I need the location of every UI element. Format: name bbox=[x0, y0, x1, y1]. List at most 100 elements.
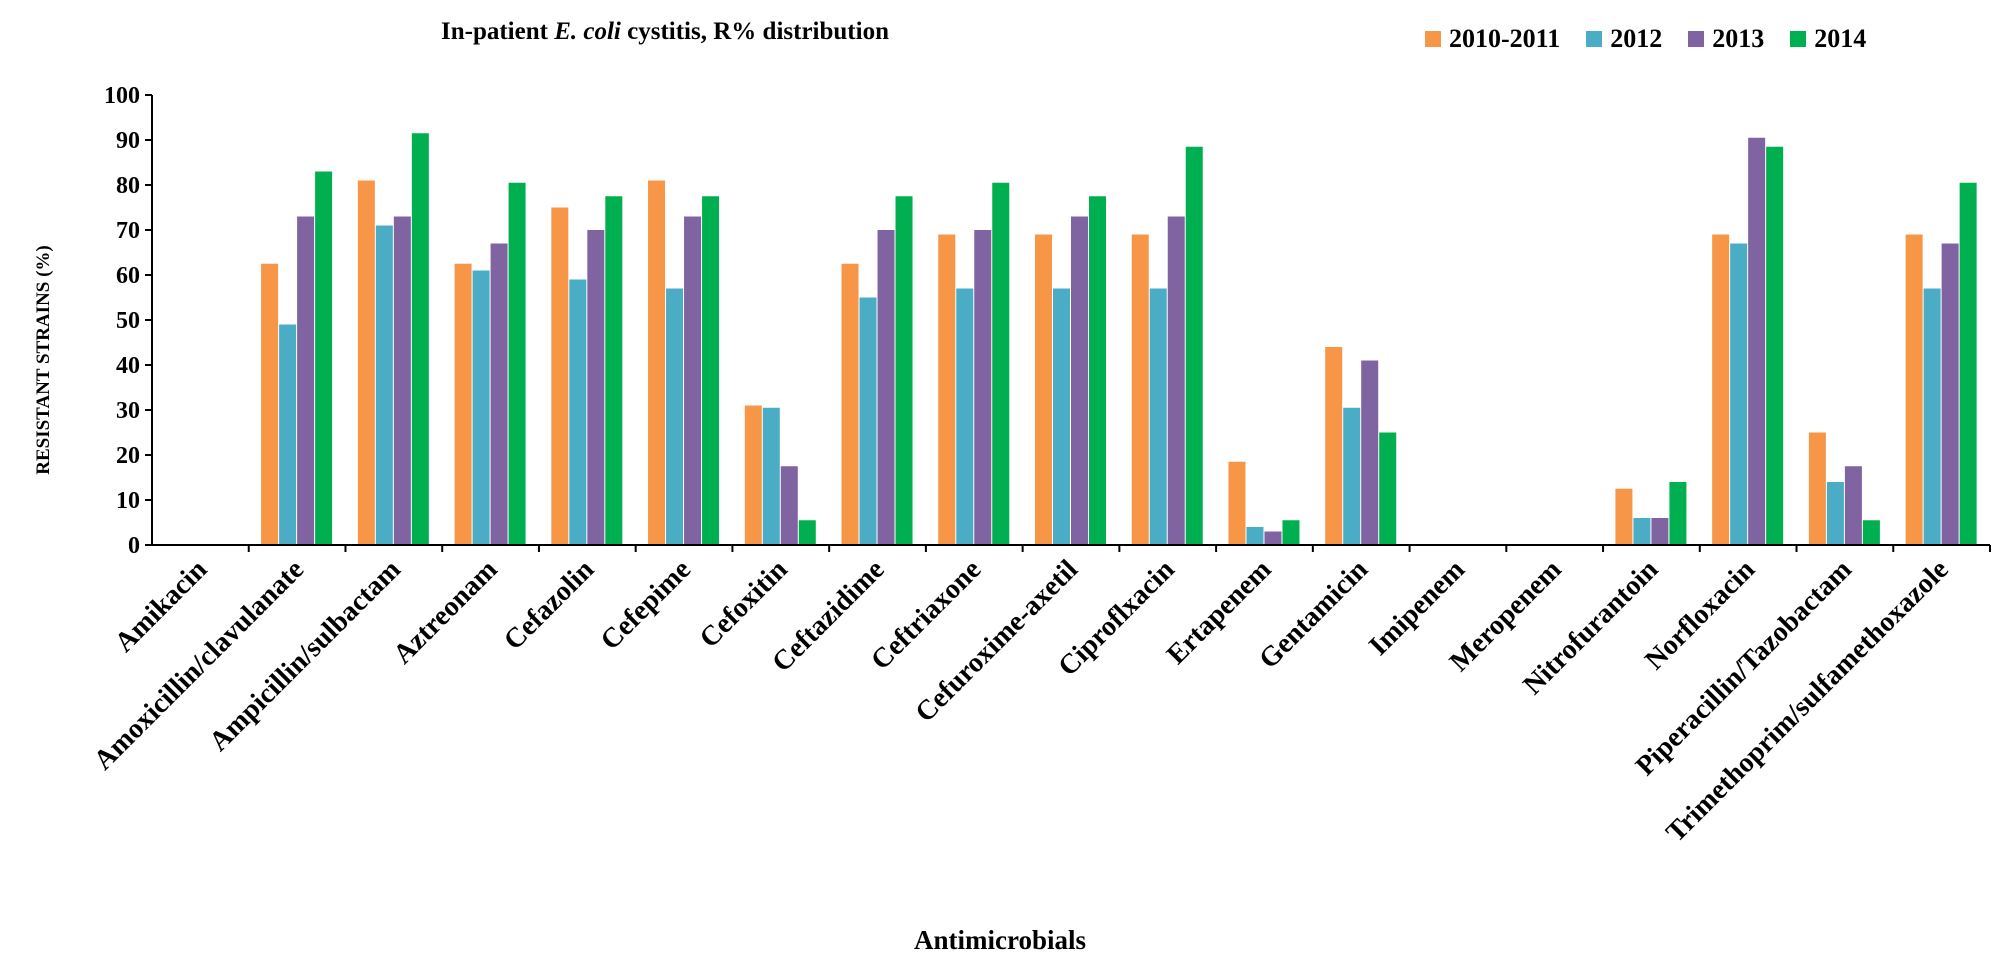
bar-2012-ceftazidime bbox=[859, 297, 877, 545]
y-tick-label-90: 90 bbox=[116, 128, 140, 154]
y-tick-label-60: 60 bbox=[116, 263, 140, 289]
bar-2010-2011-piperacillin-tazobactam bbox=[1808, 432, 1826, 545]
bar-2012-ampicillin-sulbactam bbox=[375, 225, 393, 545]
y-tick-label-70: 70 bbox=[116, 218, 140, 244]
bar-2010-2011-gentamicin bbox=[1325, 347, 1343, 545]
bar-2014-trimethoprim-sulfamethoxazole bbox=[1959, 182, 1977, 545]
bar-2012-amoxicillin-clavulanate bbox=[279, 324, 297, 545]
y-tick-label-80: 80 bbox=[116, 173, 140, 199]
bar-2013-ceftazidime bbox=[877, 230, 895, 545]
legend-label-2013: 2013 bbox=[1712, 24, 1765, 53]
bar-2010-2011-ertapenem bbox=[1228, 461, 1246, 545]
legend-item-2010-2011: 2010-2011 bbox=[1425, 24, 1560, 54]
bar-2010-2011-ciproflxacin bbox=[1131, 234, 1149, 545]
bar-2010-2011-nitrofurantoin bbox=[1615, 488, 1633, 545]
bar-2013-cefepime bbox=[684, 216, 702, 545]
y-tick-label-100: 100 bbox=[104, 83, 140, 109]
chart-title-suffix: cystitis, R% distribution bbox=[620, 18, 889, 45]
x-axis-label: Antimicrobials bbox=[913, 925, 1086, 955]
legend-item-2012: 2012 bbox=[1586, 24, 1662, 54]
bar-2012-ceftriaxone bbox=[956, 288, 974, 545]
bar-2014-cefoxitin bbox=[798, 520, 816, 545]
x-tick-label-cefepime: Cefepime bbox=[595, 554, 697, 656]
y-tick-label-0: 0 bbox=[128, 533, 140, 559]
bar-2013-cefazolin bbox=[587, 230, 605, 545]
legend-label-2010-2011: 2010-2011 bbox=[1449, 24, 1561, 53]
x-tick-label-amikacin: Amikacin bbox=[109, 554, 214, 659]
legend-swatch-2012 bbox=[1586, 31, 1603, 47]
y-tick-label-50: 50 bbox=[116, 308, 140, 334]
bar-2010-2011-cefoxitin bbox=[744, 405, 762, 545]
bar-2012-cefoxitin bbox=[762, 407, 780, 545]
bar-2010-2011-ceftriaxone bbox=[938, 234, 956, 545]
bar-2012-trimethoprim-sulfamethoxazole bbox=[1923, 288, 1941, 545]
bar-2010-2011-cefuroxime-axetil bbox=[1035, 234, 1052, 545]
x-tick-label-ampicillin-sulbactam: Ampicillin/sulbactam bbox=[203, 554, 406, 757]
y-tick-label-20: 20 bbox=[116, 443, 140, 469]
legend-label-2012: 2012 bbox=[1610, 24, 1663, 53]
bar-2010-2011-cefepime bbox=[648, 180, 666, 545]
legend-swatch-2014 bbox=[1790, 31, 1807, 47]
bar-2014-ciproflxacin bbox=[1185, 146, 1203, 545]
bar-2014-cefuroxime-axetil bbox=[1089, 196, 1106, 545]
bar-2014-ceftazidime bbox=[895, 196, 913, 545]
bar-2013-ampicillin-sulbactam bbox=[393, 216, 411, 545]
legend-swatch-2013 bbox=[1688, 31, 1705, 47]
bar-2013-cefuroxime-axetil bbox=[1071, 216, 1088, 545]
x-tick-label-cefuroxime-axetil: Cefuroxime-axetil bbox=[910, 554, 1085, 729]
bar-2014-nitrofurantoin bbox=[1669, 482, 1687, 545]
bar-2012-ciproflxacin bbox=[1149, 288, 1167, 545]
bar-2013-norfloxacin bbox=[1748, 137, 1766, 545]
x-tick-label-cefoxitin: Cefoxitin bbox=[694, 554, 794, 654]
bar-2012-cefazolin bbox=[569, 279, 587, 545]
bar-2014-ceftriaxone bbox=[992, 182, 1010, 545]
y-tick-label-30: 30 bbox=[116, 398, 140, 424]
bar-2013-nitrofurantoin bbox=[1651, 518, 1669, 545]
y-tick-label-10: 10 bbox=[116, 488, 140, 514]
bar-2010-2011-ampicillin-sulbactam bbox=[357, 180, 375, 545]
chart-title: In-patient E. coli cystitis, R% distribu… bbox=[0, 18, 1330, 46]
bar-2012-ertapenem bbox=[1246, 527, 1264, 545]
bar-2014-cefepime bbox=[702, 196, 720, 545]
chart-title-prefix: In-patient bbox=[441, 18, 555, 45]
bar-2012-cefuroxime-axetil bbox=[1053, 288, 1070, 545]
bar-2014-piperacillin-tazobactam bbox=[1862, 520, 1880, 545]
bar-2010-2011-trimethoprim-sulfamethoxazole bbox=[1905, 234, 1923, 545]
legend-label-2014: 2014 bbox=[1814, 24, 1867, 53]
chart-title-organism: E. coli bbox=[554, 18, 621, 45]
bar-2014-ampicillin-sulbactam bbox=[411, 133, 429, 545]
bar-2012-gentamicin bbox=[1343, 407, 1361, 545]
bar-2012-piperacillin-tazobactam bbox=[1826, 482, 1844, 545]
bar-2013-amoxicillin-clavulanate bbox=[297, 216, 315, 545]
y-tick-label-40: 40 bbox=[116, 353, 140, 379]
bar-2010-2011-aztreonam bbox=[454, 263, 472, 545]
bar-2013-aztreonam bbox=[490, 243, 508, 545]
bar-2014-ertapenem bbox=[1282, 520, 1300, 545]
bar-2012-norfloxacin bbox=[1730, 243, 1748, 545]
bar-2013-gentamicin bbox=[1361, 360, 1379, 545]
x-tick-label-cefazolin: Cefazolin bbox=[498, 554, 601, 657]
bar-2013-ciproflxacin bbox=[1167, 216, 1185, 545]
bar-2014-amoxicillin-clavulanate bbox=[315, 171, 333, 545]
bar-2014-aztreonam bbox=[508, 182, 526, 545]
chart-legend: 2010-2011 2012 2013 2014 bbox=[1425, 24, 1892, 54]
legend-swatch-2010-2011 bbox=[1425, 31, 1441, 47]
bar-2012-aztreonam bbox=[472, 270, 490, 545]
bar-2012-nitrofurantoin bbox=[1633, 518, 1651, 545]
bar-2010-2011-amoxicillin-clavulanate bbox=[261, 263, 279, 545]
bar-2010-2011-cefazolin bbox=[551, 207, 569, 545]
legend-item-2014: 2014 bbox=[1790, 24, 1866, 54]
legend-item-2013: 2013 bbox=[1688, 24, 1764, 54]
bar-2013-ertapenem bbox=[1264, 531, 1282, 545]
bar-2013-cefoxitin bbox=[780, 466, 798, 545]
bar-2010-2011-norfloxacin bbox=[1712, 234, 1730, 545]
bar-2013-piperacillin-tazobactam bbox=[1844, 466, 1862, 545]
x-tick-label-aztreonam: Aztreonam bbox=[387, 554, 503, 670]
bar-2014-norfloxacin bbox=[1766, 146, 1784, 545]
bar-2014-gentamicin bbox=[1379, 432, 1397, 545]
bar-2010-2011-ceftazidime bbox=[841, 263, 859, 545]
bar-2013-trimethoprim-sulfamethoxazole bbox=[1941, 243, 1959, 545]
bar-2013-ceftriaxone bbox=[974, 230, 992, 545]
bar-2012-cefepime bbox=[666, 288, 684, 545]
